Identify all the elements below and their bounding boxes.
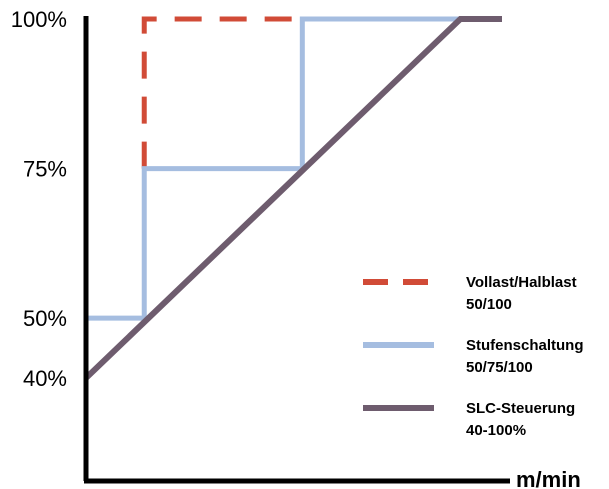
y-tick-label-50: 50% — [23, 306, 67, 331]
y-tick-labels: 100% 75% 50% 40% — [11, 7, 67, 391]
x-axis-label: m/min — [516, 467, 581, 489]
series-line-stufen — [86, 16, 461, 321]
legend: Vollast/Halblast 50/100 Stufenschaltung 50/… — [363, 274, 584, 439]
legend-label-stufen: Stufenschaltung — [466, 337, 584, 354]
legend-label-slc: SLC-Steuerung — [466, 400, 575, 417]
y-tick-label-75: 75% — [23, 157, 67, 182]
series-lines — [83, 16, 502, 381]
legend-sublabel-slc: 40-100% — [466, 422, 526, 439]
series-line-vollast — [141, 16, 303, 169]
series-line-slc — [83, 16, 502, 381]
y-tick-label-40: 40% — [23, 366, 67, 391]
legend-sublabel-stufen: 50/75/100 — [466, 359, 533, 376]
legend-label-vollast: Vollast/Halblast — [466, 274, 577, 291]
y-tick-label-100: 100% — [11, 7, 67, 32]
legend-sublabel-vollast: 50/100 — [466, 296, 512, 313]
